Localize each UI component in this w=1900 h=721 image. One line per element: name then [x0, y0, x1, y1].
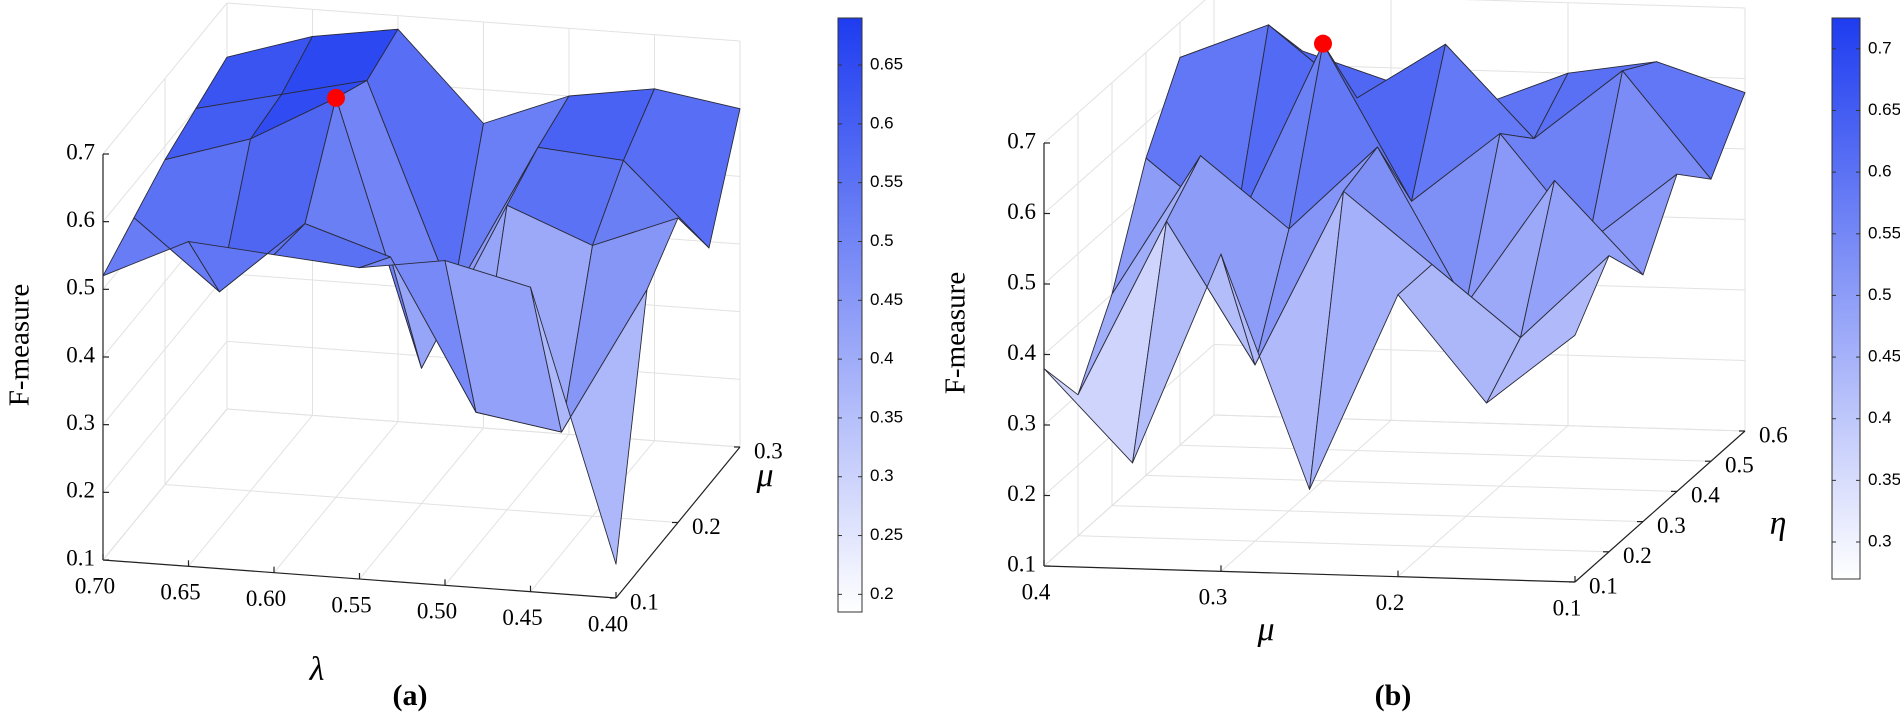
y-tick-label: 0.3 [754, 438, 783, 463]
caption: (a) [393, 679, 428, 712]
box-edge [102, 408, 228, 561]
grid-line [1179, 444, 1712, 462]
grid-line [1220, 419, 1392, 572]
colorbar-tick-label: 0.35 [870, 407, 903, 426]
colorbar-tick-label: 0.45 [1868, 347, 1900, 366]
colorbar-tick-label: 0.6 [1868, 162, 1892, 181]
z-tick-label: 0.6 [66, 207, 95, 232]
x-axis-label: λ [309, 651, 325, 688]
y-axis-label: η [1770, 505, 1787, 542]
x-tick-label: 0.1 [1553, 595, 1582, 620]
y-tick-label: 0.3 [1657, 513, 1686, 538]
x-tick-label: 0.50 [417, 599, 457, 624]
grid-line [1397, 425, 1569, 578]
z-tick-label: 0.6 [1007, 199, 1036, 224]
z-tick-label: 0.3 [66, 410, 95, 435]
optimum-marker [327, 88, 345, 107]
colorbar-tick-label: 0.6 [870, 113, 894, 132]
colorbar-tick-label: 0.3 [1868, 531, 1892, 550]
y-axis-label: μ [755, 457, 773, 494]
surface [102, 28, 741, 565]
colorbar-tick-label: 0.5 [870, 231, 894, 250]
grid-line [164, 484, 679, 523]
x-tick-label: 0.65 [160, 580, 200, 605]
x-tick-label: 0.45 [502, 605, 542, 630]
x-tick-label: 0.70 [75, 573, 115, 598]
optimum-marker [1314, 34, 1332, 53]
z-tick-label: 0.1 [1007, 551, 1036, 576]
x-axis-label: μ [1256, 611, 1274, 648]
z-tick-label: 0.2 [66, 478, 95, 503]
y-axis [1574, 430, 1746, 583]
x-tick-label: 0.55 [331, 592, 371, 617]
box-edge [1043, 414, 1215, 567]
y-tick-label: 0.4 [1691, 483, 1720, 508]
x-tick-label: 0.2 [1376, 590, 1405, 615]
y-tick-label: 0.2 [692, 514, 721, 539]
grid-line [1077, 535, 1610, 553]
y-tick-label: 0.1 [1589, 573, 1618, 598]
z-tick-label: 0.2 [1007, 481, 1036, 506]
y-tick-label: 0.1 [630, 589, 659, 614]
x-tick-label: 0.4 [1022, 579, 1051, 604]
grid-line [226, 408, 741, 448]
colorbar-tick-label: 0.3 [870, 466, 894, 485]
z-tick-label: 0.4 [1007, 340, 1036, 365]
z-tick-label: 0.7 [1007, 128, 1036, 153]
surface-patch [1486, 255, 1610, 404]
colorbar-tick-label: 0.4 [1868, 408, 1892, 427]
colorbar [837, 17, 863, 613]
z-tick-label: 0.5 [1007, 269, 1036, 294]
surface [1043, 24, 1746, 490]
colorbar-tick-label: 0.65 [1868, 100, 1900, 119]
x-tick-label: 0.3 [1199, 585, 1228, 610]
colorbar-tick-label: 0.4 [870, 349, 894, 368]
y-tick-label: 0.6 [1759, 422, 1788, 447]
z-tick-label: 0.7 [66, 139, 95, 164]
z-axis-label: F-measure [940, 272, 972, 394]
colorbar-tick-label: 0.25 [870, 525, 903, 544]
z-tick-label: 0.3 [1007, 410, 1036, 435]
z-tick-label: 0.5 [66, 275, 95, 300]
grid-line [1043, 0, 1206, 144]
grid-line [1462, 0, 1746, 9]
y-tick-label: 0.2 [1623, 543, 1652, 568]
colorbar-tick-label: 0.5 [1868, 285, 1892, 304]
grid-line [1111, 505, 1644, 523]
x-axis [1043, 565, 1576, 583]
colorbar-tick-label: 0.35 [1868, 470, 1900, 489]
colorbar [1831, 17, 1861, 580]
surface-patch [530, 286, 648, 565]
colorbar-tick-label: 0.55 [870, 172, 903, 191]
x-tick-label: 0.40 [588, 611, 628, 636]
grid-line [1145, 474, 1678, 492]
colorbar-tick-label: 0.7 [1868, 38, 1892, 57]
colorbar-tick-label: 0.45 [870, 290, 903, 309]
colorbar-tick-label: 0.55 [1868, 223, 1900, 242]
caption: (b) [1375, 679, 1412, 712]
colorbar-tick-label: 0.65 [870, 55, 903, 74]
z-tick-label: 0.1 [66, 545, 95, 570]
x-tick-label: 0.60 [246, 586, 286, 611]
z-axis-label: F-measure [4, 284, 36, 406]
z-tick-label: 0.4 [66, 342, 95, 367]
colorbar-tick-label: 0.2 [870, 584, 894, 603]
y-tick-label: 0.5 [1725, 452, 1754, 477]
